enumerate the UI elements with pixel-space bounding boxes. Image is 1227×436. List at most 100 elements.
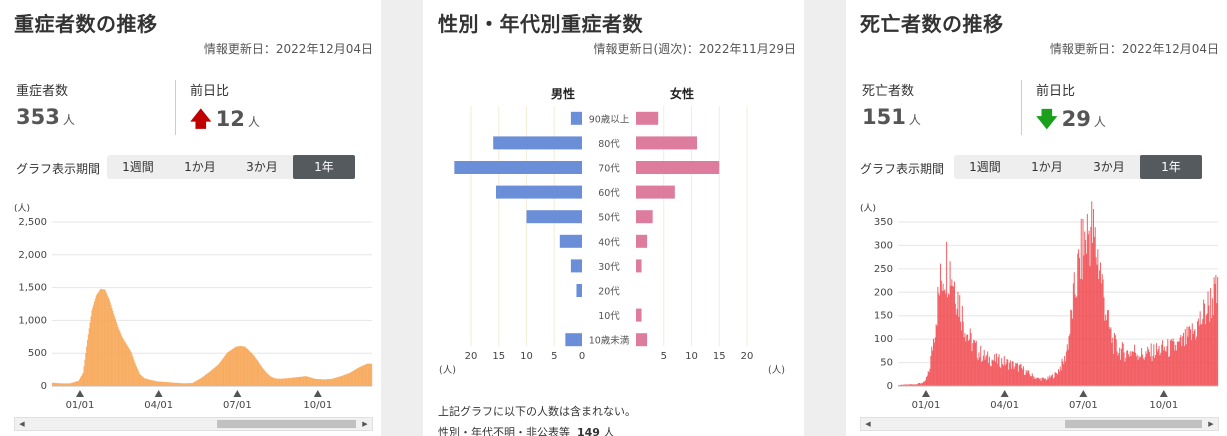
data-bar <box>244 346 246 386</box>
data-bar <box>1215 274 1217 386</box>
data-bar <box>208 372 210 386</box>
data-bar <box>1190 340 1192 386</box>
data-bar <box>314 378 316 386</box>
data-bar <box>89 322 91 386</box>
data-bar <box>932 338 934 386</box>
data-bar <box>914 384 916 386</box>
data-bar <box>55 382 57 386</box>
x-tick-label: 10/01 <box>303 400 332 411</box>
female-label: 女性 <box>670 86 694 101</box>
data-bar <box>240 346 242 386</box>
data-bar <box>137 370 139 386</box>
data-bar <box>180 383 182 386</box>
data-bar <box>1112 337 1114 386</box>
data-bar <box>901 384 903 386</box>
data-bar <box>259 363 261 386</box>
x-tick-label: 0 <box>579 351 585 362</box>
data-bar <box>179 383 181 386</box>
data-bar <box>904 384 907 386</box>
data-bar <box>250 352 252 386</box>
data-bar <box>161 381 163 386</box>
scroll-thumb[interactable] <box>217 420 356 428</box>
data-bar <box>114 319 116 386</box>
data-bar <box>1104 320 1106 386</box>
period-tab-3months[interactable]: 3か月 <box>1093 160 1125 174</box>
data-bar <box>1149 356 1151 386</box>
period-tab-3months[interactable]: 3か月 <box>246 160 278 174</box>
data-bar <box>85 353 87 386</box>
data-bar <box>1196 336 1198 386</box>
period-tabs: 1週間 1か月 3か月 1年 <box>107 155 355 179</box>
data-bar <box>168 382 170 386</box>
data-bar <box>103 289 105 386</box>
data-bar <box>916 384 918 386</box>
data-bar <box>954 303 956 386</box>
scroll-right-arrow-icon[interactable]: ▶ <box>362 420 368 428</box>
data-bar <box>77 381 79 386</box>
data-bar <box>1152 355 1154 386</box>
data-bar <box>141 375 143 386</box>
data-bar <box>1064 361 1067 386</box>
data-bar <box>218 364 220 386</box>
data-bar <box>192 382 194 386</box>
data-bar <box>347 373 349 386</box>
period-tab-1week[interactable]: 1週間 <box>969 160 1001 174</box>
scroll-left-arrow-icon[interactable]: ◀ <box>865 420 871 428</box>
data-bar <box>206 373 208 386</box>
data-bar <box>253 356 255 386</box>
data-bar <box>169 382 171 386</box>
data-bar <box>295 377 297 386</box>
data-bar <box>960 321 962 386</box>
data-bar <box>942 283 944 386</box>
data-bar <box>1002 365 1004 386</box>
period-tab-1month[interactable]: 1か月 <box>184 160 216 174</box>
scroll-thumb[interactable] <box>1065 420 1202 428</box>
data-bar <box>927 371 929 386</box>
data-bar <box>930 355 932 386</box>
data-bar <box>177 382 179 386</box>
data-bar <box>111 308 113 386</box>
data-bar <box>284 378 286 386</box>
data-bar <box>1156 351 1158 386</box>
data-bar <box>908 384 910 386</box>
data-bar <box>118 329 120 386</box>
data-bar <box>1139 357 1141 386</box>
data-bar <box>1089 266 1091 386</box>
scroll-left-arrow-icon[interactable]: ◀ <box>19 420 25 428</box>
data-bar <box>966 334 968 386</box>
data-bar <box>238 346 240 386</box>
data-bar <box>1155 355 1157 386</box>
chart-scrollbar[interactable]: ◀ ▶ <box>860 417 1219 431</box>
period-tab-1year[interactable]: 1年 <box>293 155 355 179</box>
data-bar <box>339 376 341 386</box>
period-tab-1year[interactable]: 1年 <box>1140 155 1202 179</box>
data-bar <box>971 351 973 386</box>
data-bar <box>919 383 921 386</box>
data-bar <box>54 382 56 386</box>
data-bar <box>1078 249 1080 386</box>
data-bar <box>1162 340 1164 386</box>
period-tab-1month[interactable]: 1か月 <box>1031 160 1063 174</box>
stat-label: 死亡者数 <box>862 84 915 99</box>
chart-scrollbar[interactable]: ◀ ▶ <box>14 417 373 431</box>
data-bar <box>239 346 241 386</box>
data-bar <box>121 337 123 386</box>
data-bar <box>1027 370 1029 386</box>
data-bar <box>227 351 229 386</box>
data-bar <box>1212 315 1214 386</box>
data-bar <box>1143 359 1145 386</box>
data-bar <box>904 384 906 386</box>
data-bar <box>1034 377 1036 386</box>
data-bar <box>71 382 73 386</box>
data-bar <box>127 346 129 386</box>
period-tab-1week[interactable]: 1週間 <box>122 160 154 174</box>
data-bar <box>950 285 952 386</box>
data-bar <box>1087 234 1089 386</box>
data-bar <box>911 384 913 386</box>
data-bar <box>1126 350 1128 386</box>
data-bar <box>960 330 962 386</box>
data-bar <box>1157 348 1159 386</box>
data-bar <box>1017 371 1019 386</box>
data-bar <box>1159 355 1161 386</box>
scroll-right-arrow-icon[interactable]: ▶ <box>1208 420 1214 428</box>
